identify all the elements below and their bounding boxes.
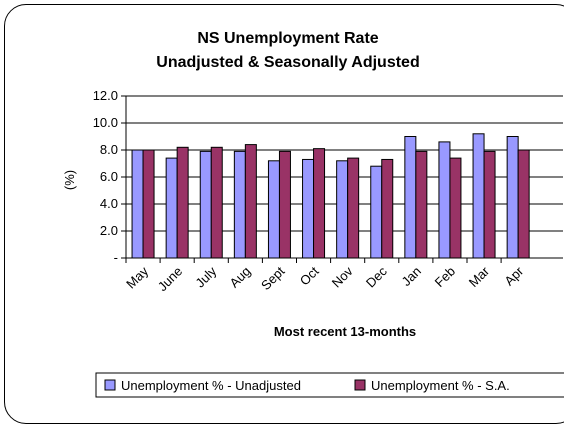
bar-sa-aug bbox=[244, 144, 257, 259]
legend-label-unadjusted: Unemployment % - Unadjusted bbox=[121, 378, 301, 393]
legend-box bbox=[95, 372, 564, 398]
x-tick-label-may: May bbox=[123, 263, 151, 291]
x-tick-label-sept: Sept bbox=[258, 263, 288, 293]
bar-unadjusted-dec bbox=[370, 165, 383, 259]
bar-unadjusted-june bbox=[165, 157, 178, 259]
bar-unadjusted-aug bbox=[233, 150, 246, 259]
bar-sa-july bbox=[210, 146, 223, 259]
y-tick-label-2: 4.0 bbox=[100, 196, 118, 211]
y-tick-label-0: - bbox=[114, 250, 118, 265]
chart-title-line-2: Unadjusted & Seasonally Adjusted bbox=[156, 54, 419, 71]
bar-sa-nov bbox=[347, 157, 360, 259]
bar-sa-may bbox=[142, 149, 155, 259]
x-tick-label-feb: Feb bbox=[432, 264, 458, 290]
y-tick-label-4: 8.0 bbox=[100, 142, 118, 157]
x-tick-labels: May June July Aug Sept Oct Nov Dec Jan Feb Mar Apr bbox=[123, 263, 527, 294]
y-tick-label-5: 10.0 bbox=[93, 115, 118, 130]
legend: Unemployment % - Unadjusted Unemployment… bbox=[95, 372, 564, 398]
chart-svg: NS Unemployment Rate Unadjusted & Season… bbox=[62, 30, 564, 398]
x-tick-label-aug: Aug bbox=[227, 264, 254, 291]
x-tick-label-july: July bbox=[192, 263, 219, 290]
bars bbox=[131, 133, 530, 259]
chart-title-line-1: NS Unemployment Rate bbox=[197, 30, 378, 47]
y-tick-label-6: 12.0 bbox=[93, 88, 118, 103]
bar-unadjusted-jan bbox=[404, 136, 417, 259]
bar-sa-sept bbox=[278, 150, 291, 259]
bar-unadjusted-apr bbox=[506, 136, 519, 259]
x-tick-label-dec: Dec bbox=[363, 263, 390, 290]
x-axis-title: Most recent 13-months bbox=[274, 324, 416, 339]
x-tick-label-jan: Jan bbox=[399, 264, 424, 289]
y-tick-label-3: 6.0 bbox=[100, 169, 118, 184]
bar-unadjusted-oct bbox=[302, 158, 315, 259]
x-tick-label-nov: Nov bbox=[329, 263, 356, 290]
legend-swatch-sa bbox=[354, 379, 366, 391]
x-tick-label-oct: Oct bbox=[297, 263, 322, 288]
bar-unadjusted-feb bbox=[438, 141, 451, 259]
x-tick-label-mar: Mar bbox=[466, 263, 493, 290]
y-tick-labels: - 2.0 4.0 6.0 8.0 10.0 12.0 bbox=[93, 88, 118, 265]
bar-sa-dec bbox=[381, 158, 394, 259]
y-tick-label-1: 2.0 bbox=[100, 223, 118, 238]
bar-unadjusted-july bbox=[199, 150, 212, 259]
bar-sa-mar bbox=[483, 150, 496, 259]
bar-sa-june bbox=[176, 146, 189, 259]
bar-sa-jan bbox=[415, 150, 428, 259]
bar-sa-feb bbox=[449, 157, 462, 259]
bar-sa-apr bbox=[517, 149, 530, 259]
bar-sa-oct bbox=[313, 148, 326, 259]
axes bbox=[121, 95, 563, 263]
x-tick-label-june: June bbox=[155, 264, 186, 295]
x-tick-label-apr: Apr bbox=[501, 263, 526, 288]
bar-unadjusted-sept bbox=[267, 160, 280, 259]
legend-label-sa: Unemployment % - S.A. bbox=[371, 378, 510, 393]
y-axis-title: (%) bbox=[62, 170, 77, 190]
bar-unadjusted-nov bbox=[336, 160, 349, 259]
bar-unadjusted-may bbox=[131, 149, 144, 259]
legend-swatch-unadjusted bbox=[104, 379, 116, 391]
bar-unadjusted-mar bbox=[472, 133, 485, 259]
